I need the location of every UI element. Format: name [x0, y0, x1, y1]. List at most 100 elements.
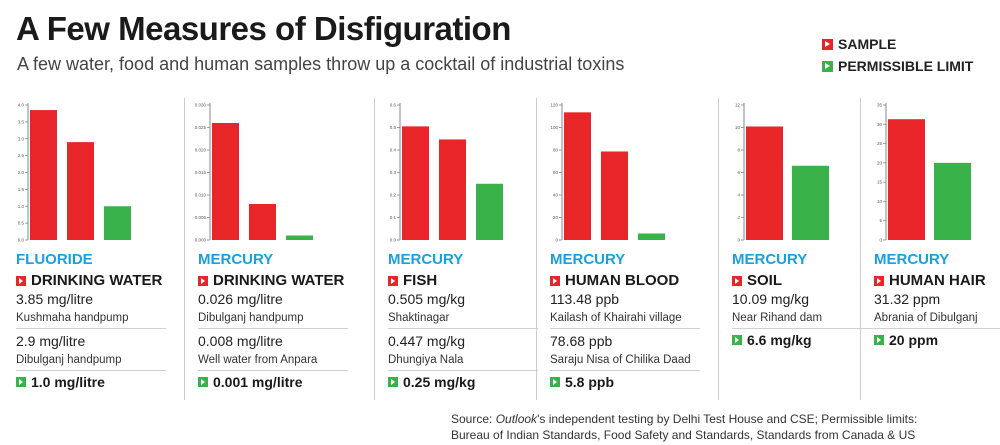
y-tick-label: 0.000 — [195, 238, 207, 243]
y-tick-label: 0.010 — [195, 193, 207, 198]
medium-heading: HUMAN BLOOD — [550, 272, 679, 289]
limit-value: 5.8 ppb — [565, 374, 615, 390]
red-marker-icon — [874, 275, 884, 286]
limit-bar — [638, 233, 665, 240]
sample-value: 113.48 ppb — [550, 291, 620, 307]
chart-panel-4: 0 20 40 60 80 100 120 MERCURY HUMAN BLOOD 113.48 … — [548, 95, 706, 400]
sample-value: 31.32 ppm — [874, 291, 941, 307]
bar-chart: 0.000 0.005 0.010 0.015 0.020 0.025 0.030 — [195, 103, 313, 243]
page-subtitle: A few water, food and human samples thro… — [17, 54, 625, 74]
permissible-limit: 1.0 mg/litre — [16, 374, 105, 390]
medium-heading: DRINKING WATER — [198, 272, 344, 289]
y-tick-label: 0 — [737, 238, 740, 243]
medium-label: DRINKING WATER — [31, 272, 163, 289]
separator — [16, 328, 166, 329]
panel-divider — [184, 98, 185, 400]
sample-bar — [30, 110, 57, 240]
sample-value: 10.09 mg/kg — [732, 291, 810, 307]
chart-panel-3: 0.0 0.1 0.2 0.3 0.4 0.5 0.6 MERCURY FISH 0.505 mg… — [386, 95, 544, 400]
y-tick-label: 80 — [553, 148, 559, 153]
y-tick-label: 0 — [555, 238, 558, 243]
y-tick-label: 0.3 — [390, 170, 397, 175]
y-tick-label: 25 — [877, 141, 883, 146]
medium-heading: SOIL — [732, 272, 782, 289]
medium-label: DRINKING WATER — [213, 272, 345, 289]
y-tick-label: 0.5 — [390, 125, 397, 130]
sample-bar — [564, 112, 591, 240]
permissible-limit: 0.001 mg/litre — [198, 374, 303, 390]
limit-value: 0.25 mg/kg — [403, 374, 476, 390]
green-marker-icon — [822, 60, 833, 72]
y-tick-label: 40 — [553, 193, 559, 198]
red-marker-icon — [16, 275, 26, 286]
y-tick-label: 1.5 — [18, 187, 25, 192]
separator — [550, 370, 700, 371]
source-prefix: Source: — [451, 412, 496, 426]
legend: SAMPLE PERMISSIBLE LIMIT — [822, 33, 973, 77]
y-tick-label: 0.020 — [195, 148, 207, 153]
limit-bar — [286, 235, 313, 240]
y-tick-label: 8 — [737, 148, 740, 153]
chart-panel-2: 0.000 0.005 0.010 0.015 0.020 0.025 0.030 MERCU… — [195, 95, 354, 400]
y-tick-label: 0.015 — [195, 170, 207, 175]
separator — [198, 328, 348, 329]
legend-limit-label: PERMISSIBLE LIMIT — [838, 58, 974, 74]
limit-value: 1.0 mg/litre — [31, 374, 105, 390]
chart-panel-1: 0.0 0.5 1.0 1.5 2.0 2.5 3.0 3.5 4.0 FLUORIDE DRINK… — [14, 95, 172, 400]
y-tick-label: 2.0 — [18, 170, 25, 175]
legend-sample-label: SAMPLE — [838, 36, 897, 52]
y-tick-label: 20 — [553, 215, 559, 220]
y-tick-label: 35 — [877, 103, 883, 108]
metal-label: MERCURY — [198, 251, 274, 268]
y-tick-label: 20 — [877, 160, 883, 165]
y-tick-label: 10 — [877, 199, 883, 204]
separator — [732, 328, 882, 329]
y-tick-label: 0 — [879, 238, 882, 243]
legend-item-sample: SAMPLE — [822, 33, 973, 55]
sample-value: 0.447 mg/kg — [388, 333, 466, 349]
green-marker-icon — [16, 377, 26, 387]
y-tick-label: 0.2 — [390, 193, 397, 198]
medium-label: SOIL — [747, 272, 783, 289]
medium-label: HUMAN BLOOD — [565, 272, 680, 289]
bar-chart: 0.0 0.5 1.0 1.5 2.0 2.5 3.0 3.5 4.0 — [18, 103, 131, 243]
sample-value: 0.008 mg/litre — [198, 333, 283, 349]
y-tick-label: 1.0 — [18, 204, 25, 209]
sample-location: Dhungiya Nala — [388, 354, 464, 366]
y-tick-label: 0.5 — [18, 221, 25, 226]
separator — [16, 370, 166, 371]
source-rest: 's independent testing by Delhi Test Hou… — [537, 412, 918, 426]
permissible-limit: 0.25 mg/kg — [388, 374, 475, 390]
source-line-1: Source: Outlook's independent testing by… — [451, 411, 917, 427]
metal-label: MERCURY — [732, 251, 808, 268]
separator — [388, 328, 538, 329]
red-marker-icon — [732, 275, 742, 286]
sample-location: Near Rihand dam — [732, 312, 823, 324]
sample-bar — [212, 123, 239, 240]
medium-label: HUMAN HAIR — [889, 272, 986, 289]
source-note: Source: Outlook's independent testing by… — [451, 411, 917, 443]
red-marker-icon — [198, 275, 208, 286]
sample-location: Shaktinagar — [388, 312, 450, 324]
permissible-limit: 20 ppm — [874, 332, 938, 348]
sample-location: Abrania of Dibulganj — [874, 312, 978, 324]
y-tick-label: 3.5 — [18, 119, 25, 124]
panel-divider — [374, 98, 375, 400]
bar-chart: 0.0 0.1 0.2 0.3 0.4 0.5 0.6 — [390, 103, 503, 243]
limit-bar — [476, 183, 503, 240]
sample-location: Well water from Anpara — [198, 354, 318, 366]
sample-value: 0.026 mg/litre — [198, 291, 283, 307]
red-marker-icon — [822, 38, 833, 50]
separator — [388, 370, 538, 371]
limit-bar — [792, 165, 829, 240]
y-tick-label: 0.025 — [195, 125, 207, 130]
metal-label: MERCURY — [874, 251, 950, 268]
chart-panel-5: 0 2 4 6 8 10 12 MERCURY SOIL 10.09 mg/kg Near Riha… — [730, 95, 888, 400]
y-tick-label: 3.0 — [18, 136, 25, 141]
metal-label: MERCURY — [550, 251, 626, 268]
sample-location: Dibulganj handpump — [198, 312, 304, 324]
y-tick-label: 2 — [737, 215, 740, 220]
green-marker-icon — [388, 377, 398, 387]
sample-bar — [402, 126, 429, 240]
y-tick-label: 0.4 — [390, 148, 397, 153]
